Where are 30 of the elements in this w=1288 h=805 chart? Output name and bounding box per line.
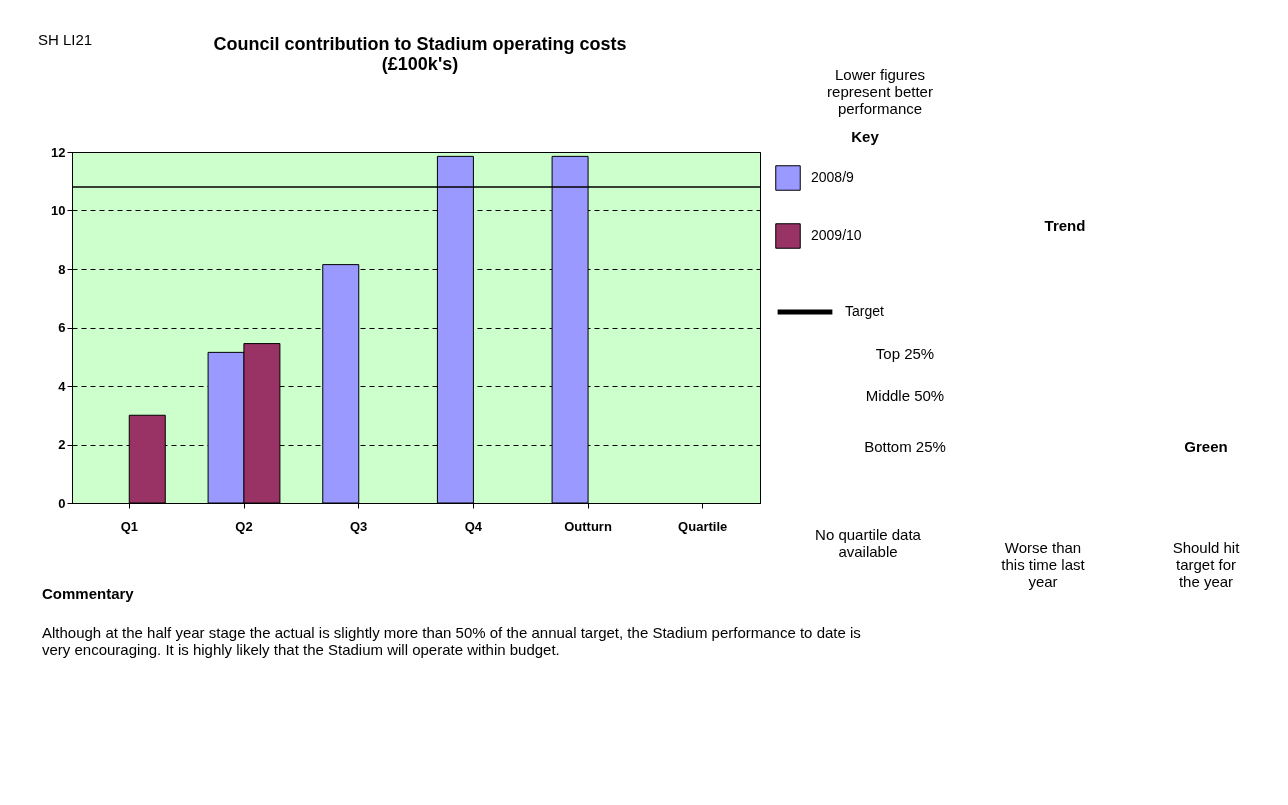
x-tick-label: Q2	[235, 518, 253, 534]
y-tick-label: 2	[58, 437, 66, 452]
text: Lower figures represent better performance	[827, 66, 933, 117]
x-tick-label: Outturn	[564, 518, 612, 534]
legend-label: 2009/10	[811, 227, 862, 243]
y-tick-label: 8	[58, 261, 66, 277]
text: Commentary	[42, 585, 135, 602]
x-tick-label: Q3	[349, 518, 368, 534]
x-tick-label: Q1	[120, 518, 139, 534]
text: Key	[851, 128, 880, 145]
x-tick-label: Q4	[464, 518, 483, 534]
y-tick-label: 0	[58, 495, 66, 511]
y-tick-label: 4	[58, 378, 67, 394]
y-tick-label: 6	[58, 320, 66, 335]
text: Trend	[1044, 217, 1086, 234]
text: Green	[1184, 438, 1228, 455]
text: Middle 50%	[865, 387, 945, 404]
text: Although at the half year stage the actual is slightly more than 50% of the annual target, the Stadium performance to date is very encouraging. It is highly likely that the Stadium will operate within budget.	[42, 624, 861, 658]
text: Top 25%	[875, 345, 935, 362]
text: Worse than this time last year	[1001, 539, 1086, 590]
text: Should hit target for the year	[1172, 539, 1241, 590]
legend-label: Target	[845, 303, 885, 319]
y-tick-label: 10	[51, 203, 66, 218]
text: SH LI21	[37, 31, 93, 48]
x-tick-label: Quartile	[678, 518, 728, 534]
chart-title: Council contribution to Stadium operating costs (£100k's)	[213, 34, 627, 74]
text: Bottom 25%	[864, 438, 946, 455]
y-tick-label: 12	[51, 144, 66, 160]
legend-label: 2008/9	[811, 169, 855, 185]
text: No quartile data available	[815, 526, 922, 560]
